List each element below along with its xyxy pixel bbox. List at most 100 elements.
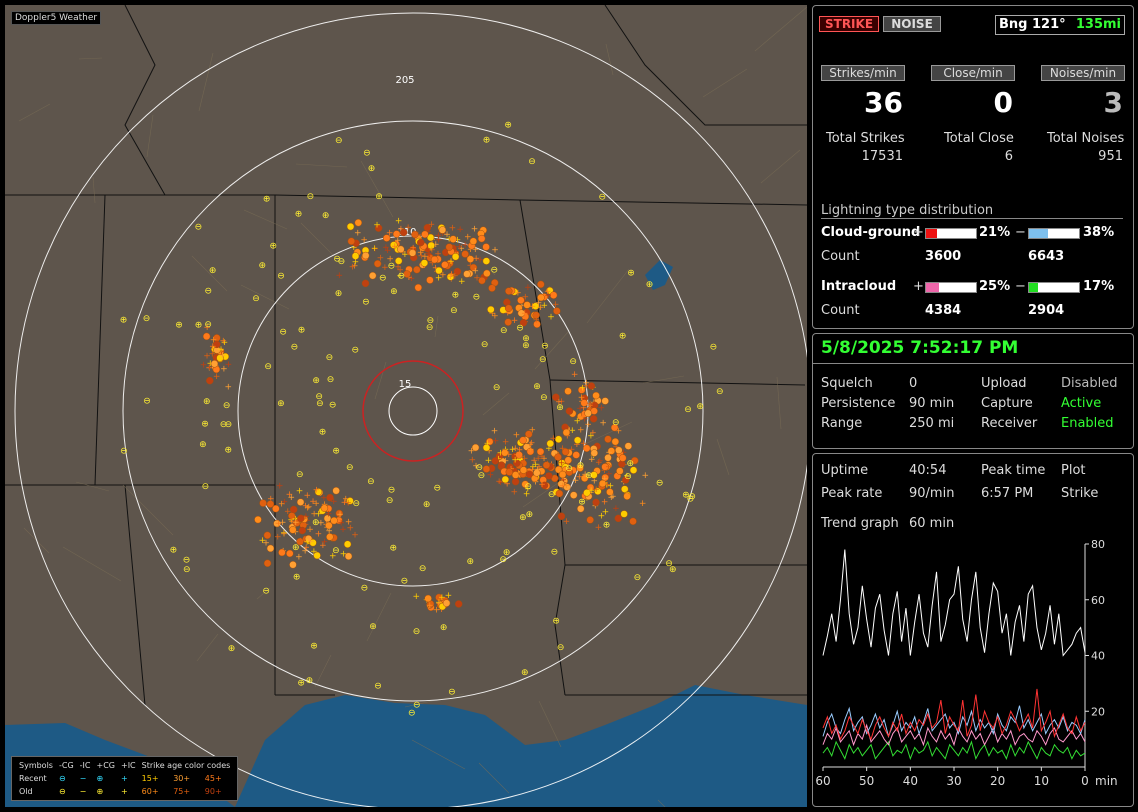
strike-marker: +: [425, 249, 433, 259]
strike-marker: [332, 486, 340, 495]
strike-marker: ⊖: [296, 470, 304, 480]
cg-minus-bar: [1028, 228, 1080, 239]
strike-marker: [427, 241, 435, 250]
strike-marker: +: [429, 258, 437, 268]
strike-marker: +: [584, 420, 592, 430]
strike-marker: [564, 387, 572, 395]
strike-marker: [273, 519, 281, 528]
strike-marker: +: [509, 445, 517, 455]
strike-marker: +: [601, 497, 609, 507]
road: [122, 484, 174, 536]
strike-marker: +: [434, 250, 442, 260]
strike-marker: ⊕: [298, 325, 306, 335]
close-per-min-button[interactable]: Close/min: [931, 65, 1015, 81]
strike-marker: [505, 287, 513, 295]
strike-marker: +: [435, 231, 443, 241]
strike-marker: ⊖: [335, 136, 343, 146]
strike-marker: [604, 454, 612, 462]
noises-per-min-button[interactable]: Noises/min: [1041, 65, 1125, 81]
noise-button[interactable]: NOISE: [883, 16, 941, 32]
lightning-map[interactable]: 20511015 +++++++++++++++++++++++++++++++…: [5, 5, 807, 807]
bearing-box: Bng 121° 135mi: [995, 15, 1125, 35]
strike-marker: ⊖: [262, 586, 270, 596]
state-border: [519, 199, 807, 206]
road: [62, 546, 122, 582]
strike-button[interactable]: STRIKE: [819, 16, 879, 32]
total-close-value: 6: [1004, 149, 1013, 164]
strike-marker: [361, 251, 370, 260]
strike-marker: +: [516, 446, 524, 456]
strike-marker: [263, 531, 272, 540]
strike-marker: +: [203, 323, 211, 333]
strike-marker: ⊖: [120, 447, 128, 457]
strike-marker: ⊖: [338, 257, 346, 267]
strike-marker: ⊖: [202, 482, 210, 492]
strike-marker: +: [513, 430, 521, 440]
strike-marker: +: [451, 271, 459, 281]
trend-chart: 80 60 40 20 60 50 40 30 20 10 0 min: [815, 538, 1117, 788]
strike-marker: +: [259, 536, 267, 546]
strike-marker: +: [464, 232, 472, 242]
strike-marker: +: [603, 481, 611, 491]
strike-marker: +: [200, 360, 208, 370]
strike-marker: [604, 435, 612, 443]
strike-marker: ⊖: [397, 271, 405, 281]
strike-marker: ⊖: [500, 326, 508, 336]
strikes-per-min-button[interactable]: Strikes/min: [821, 65, 905, 81]
strike-marker: +: [426, 250, 434, 260]
strike-marker: [580, 474, 589, 482]
peak-rate-value: 90/min: [909, 486, 955, 501]
strike-marker: [320, 504, 329, 512]
strike-marker: +: [320, 494, 328, 504]
range-ring: [14, 12, 807, 807]
strike-marker: +: [377, 254, 385, 264]
strike-marker: +: [491, 426, 499, 436]
strike-marker: +: [274, 533, 282, 543]
strike-marker: +: [382, 243, 390, 253]
plot-label: Plot: [1061, 463, 1086, 478]
strike-marker: ⊖: [220, 420, 228, 430]
strike-marker: +: [220, 364, 228, 374]
strike-marker: +: [307, 537, 315, 547]
strike-marker: ⊖: [279, 328, 287, 338]
strike-marker: [540, 481, 549, 490]
noises-per-min-value: 3: [1103, 86, 1123, 119]
strike-marker: [272, 504, 280, 513]
strike-marker: [501, 475, 510, 484]
strike-marker: +: [497, 478, 505, 488]
pos-ic-icon: +: [120, 787, 128, 796]
strike-marker: +: [497, 448, 505, 458]
strike-marker: +: [301, 547, 309, 557]
strike-marker: [483, 269, 491, 278]
strike-marker: ⊖: [516, 324, 524, 334]
strike-marker: +: [205, 364, 213, 374]
strike-marker: +: [439, 229, 447, 239]
strike-marker: [266, 544, 275, 553]
neg-ic-icon: −: [79, 774, 87, 783]
strike-marker: +: [558, 459, 566, 469]
strike-marker: +: [349, 262, 357, 272]
strike-marker: [615, 446, 623, 454]
strike-marker: [482, 257, 491, 265]
strike-marker: +: [601, 474, 609, 484]
strike-marker: +: [417, 248, 425, 258]
strike-marker: +: [589, 429, 597, 439]
strike-marker: ⊕: [203, 397, 211, 407]
strike-marker: +: [601, 466, 609, 476]
strike-marker: ⊕: [228, 644, 236, 654]
strike-marker: +: [287, 493, 295, 503]
strike-marker: ⊖: [307, 192, 315, 202]
strike-marker: +: [304, 503, 312, 513]
x-tick-label: 10: [1034, 774, 1049, 788]
divider: [813, 363, 1133, 364]
strike-marker: ⊖: [351, 346, 359, 356]
strike-marker: +: [408, 274, 416, 284]
strike-marker: +: [315, 509, 323, 519]
strike-marker: ⊖: [569, 357, 577, 367]
strike-marker: +: [321, 537, 329, 547]
strike-marker: ⊕: [319, 428, 327, 438]
strike-marker: +: [397, 224, 405, 234]
strike-marker: +: [582, 379, 590, 389]
strike-marker: [521, 480, 530, 488]
bearing-distance: 135mi: [1075, 17, 1121, 32]
